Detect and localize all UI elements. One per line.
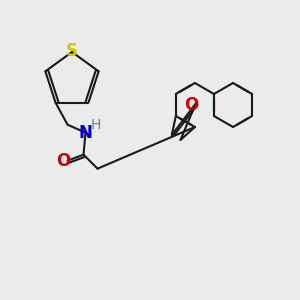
Text: S: S xyxy=(66,42,78,60)
Text: H: H xyxy=(90,118,101,132)
Text: O: O xyxy=(56,152,71,170)
Text: N: N xyxy=(79,124,92,142)
Text: O: O xyxy=(184,96,198,114)
